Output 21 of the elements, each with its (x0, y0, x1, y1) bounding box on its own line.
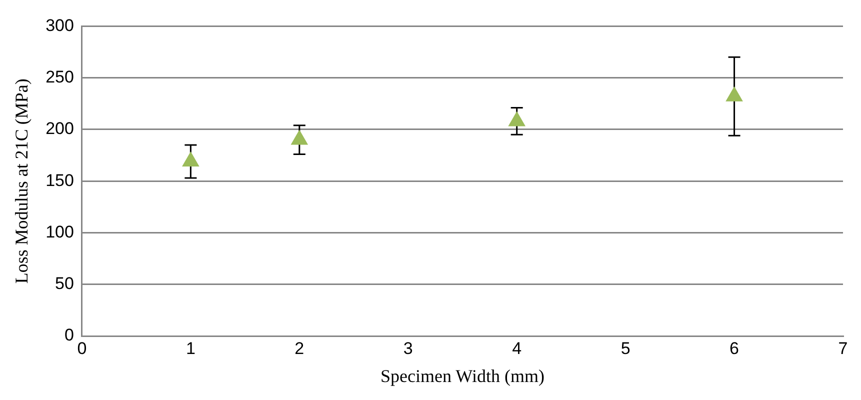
y-tick-label: 0 (64, 326, 74, 345)
y-tick-label: 300 (46, 16, 74, 35)
point (291, 130, 308, 145)
y-tick-label: 50 (55, 274, 74, 294)
x-tick-label: 3 (403, 338, 413, 358)
x-tick-label: 7 (838, 338, 848, 358)
x-tick-label: 6 (730, 338, 740, 358)
y-tick-label: 100 (46, 222, 74, 242)
x-tick-label: 1 (186, 338, 196, 358)
y-tick-label: 150 (46, 170, 74, 190)
y-tick-label: 250 (46, 68, 74, 87)
y-tick-label: 200 (46, 119, 74, 138)
x-tick-label: 4 (512, 338, 522, 358)
point (508, 112, 526, 126)
x-axis-title: Specimen Width (mm) (380, 366, 544, 386)
x-tick-label: 2 (294, 338, 304, 358)
point (726, 86, 743, 102)
x-tick-label: 5 (620, 338, 630, 358)
point (182, 152, 199, 166)
x-tick-label: 0 (77, 338, 87, 358)
y-axis-title: Loss Modulus at 21C (MPa) (12, 78, 32, 284)
